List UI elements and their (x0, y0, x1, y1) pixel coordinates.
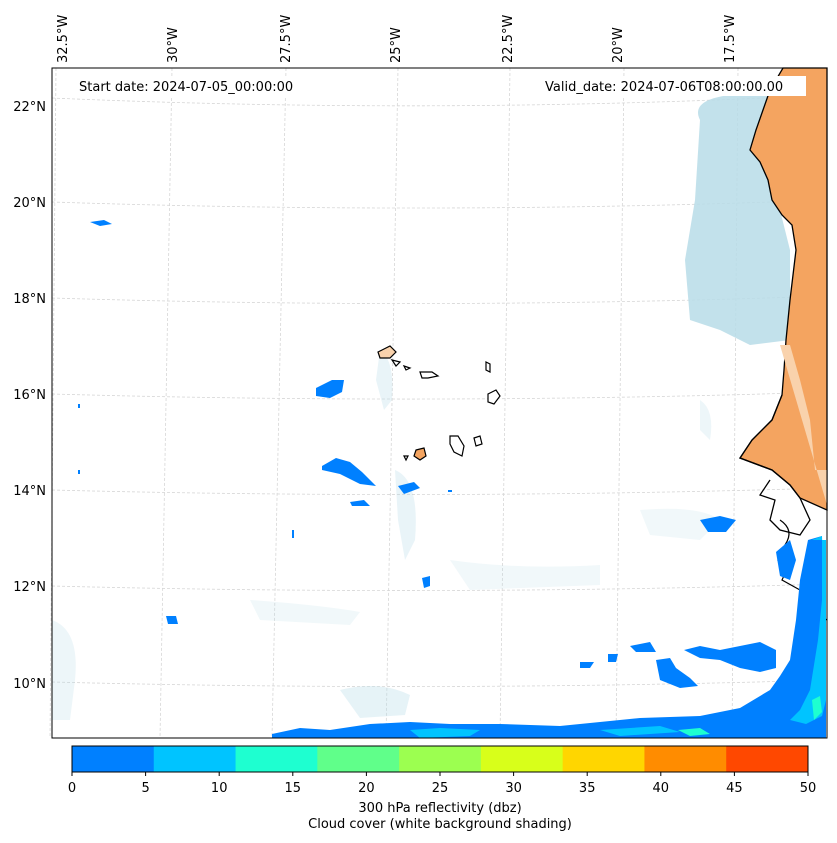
valid-date-label: Valid_date: 2024-07-06T08:00:00.00 (545, 80, 783, 95)
gridlines (49, 67, 828, 739)
longitude-labels: 32.5°W 30°W 27.5°W 25°W 22.5°W 20°W 17.5… (56, 15, 738, 63)
lon-label-22-5w: 22.5°W (501, 15, 516, 63)
lat-label-22n: 22°N (13, 100, 46, 115)
colorbar-tick-label: 0 (68, 781, 76, 796)
latitude-labels: 22°N 20°N 18°N 16°N 14°N 12°N 10°N (13, 100, 46, 692)
lon-label-20w: 20°W (611, 27, 626, 63)
colorbar-tick-label: 40 (653, 781, 670, 796)
lat-label-18n: 18°N (13, 292, 46, 307)
lat-label-20n: 20°N (13, 196, 46, 211)
colorbar-tick-label: 30 (505, 781, 522, 796)
colorbar-label-reflectivity: 300 hPa reflectivity (dbz) (358, 801, 522, 816)
colorbar-tick-label: 5 (141, 781, 149, 796)
lon-label-30w: 30°W (166, 27, 181, 63)
colorbar-tick-label: 50 (800, 781, 817, 796)
map-frame (51, 67, 828, 739)
colorbar-segment (399, 746, 482, 772)
colorbar-segment (317, 746, 400, 772)
lon-label-25w: 25°W (389, 27, 404, 63)
colorbar-tick-label: 25 (432, 781, 449, 796)
colorbar-segment (726, 746, 809, 772)
colorbar-tick-label: 20 (358, 781, 375, 796)
lon-label-32-5w: 32.5°W (56, 15, 71, 63)
colorbar-tick-label: 45 (726, 781, 743, 796)
valid-date-box (540, 76, 806, 96)
lat-label-12n: 12°N (13, 580, 46, 595)
start-date-label: Start date: 2024-07-05_00:00:00 (79, 80, 293, 95)
colorbar-segment (72, 746, 155, 772)
lat-label-16n: 16°N (13, 388, 46, 403)
colorbar: 0 5 10 15 20 25 30 35 40 45 50 (68, 745, 817, 796)
colorbar-segment (644, 746, 727, 772)
colorbar-tick-label: 10 (211, 781, 228, 796)
colorbar-segment (562, 746, 645, 772)
lat-label-10n: 10°N (13, 677, 46, 692)
colorbar-tick-label: 35 (579, 781, 596, 796)
reflectivity (78, 220, 826, 738)
colorbar-tick-label: 15 (285, 781, 302, 796)
lon-label-17-5w: 17.5°W (723, 15, 738, 63)
start-date-box (72, 76, 320, 96)
lat-label-14n: 14°N (13, 484, 46, 499)
colorbar-segment (153, 746, 237, 772)
cape-verde-islands (377, 345, 501, 462)
colorbar-segment (480, 746, 564, 772)
colorbar-label-cloud-cover: Cloud cover (white background shading) (308, 817, 572, 832)
lon-label-27-5w: 27.5°W (279, 15, 294, 63)
colorbar-segment (235, 746, 318, 772)
